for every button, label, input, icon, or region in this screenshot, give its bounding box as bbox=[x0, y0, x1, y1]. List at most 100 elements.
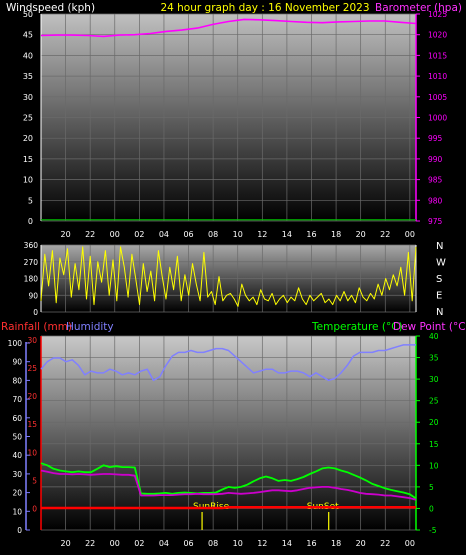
wind-tick-label: 35 bbox=[23, 72, 33, 81]
humidity-tick-label: 0 bbox=[17, 526, 22, 535]
temperature-tick-label: 0 bbox=[429, 504, 434, 513]
direction-tick-label: 0 bbox=[33, 308, 38, 317]
temperature-tick-label: -5 bbox=[429, 526, 437, 535]
barometer-tick-label: 1025 bbox=[428, 10, 447, 19]
wind-tick-label: 20 bbox=[23, 134, 33, 143]
barometer-tick-label: 990 bbox=[428, 155, 443, 164]
compass-label: W bbox=[436, 258, 446, 269]
x-tick-label: 20 bbox=[60, 539, 70, 548]
direction-tick-label: 180 bbox=[24, 275, 39, 284]
humidity-tick-label: 90 bbox=[12, 358, 22, 367]
x-tick-label: 00 bbox=[110, 230, 120, 239]
rainfall-line bbox=[41, 506, 416, 510]
humidity-axis-label: Humidity bbox=[66, 321, 114, 333]
humidity-tick-label: 60 bbox=[12, 414, 22, 423]
wind-tick-label: 40 bbox=[23, 51, 33, 60]
x-tick-label: 10 bbox=[233, 230, 243, 239]
compass-label: S bbox=[436, 274, 442, 285]
x-tick-label: 16 bbox=[306, 230, 316, 239]
barometer-tick-label: 1010 bbox=[428, 72, 447, 81]
humidity-tick-label: 70 bbox=[12, 395, 22, 404]
barometer-tick-label: 1005 bbox=[428, 93, 447, 102]
barometer-tick-label: 980 bbox=[428, 196, 443, 205]
temperature-tick-label: 10 bbox=[429, 461, 439, 470]
wind-tick-label: 5 bbox=[28, 196, 33, 205]
rainfall-tick-label: 10 bbox=[27, 448, 37, 457]
barometer-axis-label: Barometer (hpa) bbox=[375, 2, 462, 14]
barometer-tick-label: 1015 bbox=[428, 51, 447, 60]
x-tick-label: 22 bbox=[85, 230, 95, 239]
x-tick-label: 12 bbox=[257, 539, 267, 548]
x-tick-label: 22 bbox=[380, 539, 390, 548]
x-tick-label: 14 bbox=[282, 539, 292, 548]
dewpoint-line bbox=[40, 469, 417, 501]
compass-label: N bbox=[436, 241, 443, 252]
x-tick-label: 20 bbox=[356, 539, 366, 548]
temperature-tick-label: 35 bbox=[429, 354, 439, 363]
compass-label: E bbox=[436, 291, 442, 302]
x-tick-label: 16 bbox=[306, 539, 316, 548]
barometer-line bbox=[40, 18, 417, 38]
wind-tick-label: 15 bbox=[23, 155, 33, 164]
barometer-tick-label: 975 bbox=[428, 217, 443, 226]
x-tick-label: 00 bbox=[110, 539, 120, 548]
x-tick-label: 08 bbox=[208, 230, 218, 239]
temperature-axis-label: Temperature (°C) bbox=[311, 321, 403, 333]
temperature-humidity-panel: 0 5 10 15 20 25 30 0 10 20 30 40 50 60 70 80 90 100 -5 0 5 10… bbox=[8, 332, 439, 535]
x-tick-label: 20 bbox=[356, 230, 366, 239]
wind-tick-label: 0 bbox=[28, 217, 33, 226]
humidity-tick-label: 30 bbox=[12, 470, 22, 479]
direction-tick-label: 270 bbox=[24, 258, 39, 267]
x-tick-label: 22 bbox=[85, 539, 95, 548]
temperature-tick-label: 15 bbox=[429, 440, 439, 449]
x-tick-label: 18 bbox=[331, 539, 341, 548]
temperature-tick-label: 40 bbox=[429, 332, 439, 341]
x-tick-label: 18 bbox=[331, 230, 341, 239]
x-tick-label: 00 bbox=[405, 539, 415, 548]
barometer-tick-label: 1000 bbox=[428, 114, 447, 123]
x-tick-label: 20 bbox=[60, 230, 70, 239]
dewpoint-axis-label: Dew Point (°C) bbox=[393, 321, 466, 333]
x-tick-label: 22 bbox=[380, 230, 390, 239]
direction-tick-label: 90 bbox=[28, 291, 38, 300]
x-tick-label: 12 bbox=[257, 230, 267, 239]
humidity-tick-label: 100 bbox=[8, 339, 23, 348]
temperature-tick-label: 30 bbox=[429, 375, 439, 384]
humidity-tick-label: 50 bbox=[12, 433, 22, 442]
temperature-tick-label: 20 bbox=[429, 418, 439, 427]
wind-tick-label: 25 bbox=[23, 114, 33, 123]
wind-direction-line bbox=[40, 246, 417, 307]
x-tick-label: 08 bbox=[208, 539, 218, 548]
wind-barometer-panel: 0510152025303540455097598098599099510001… bbox=[23, 10, 448, 226]
x-tick-label: 10 bbox=[233, 539, 243, 548]
x-tick-label: 00 bbox=[405, 230, 415, 239]
barometer-tick-label: 995 bbox=[428, 134, 443, 143]
temperature-tick-label: 5 bbox=[429, 483, 434, 492]
rainfall-tick-label: 5 bbox=[32, 476, 37, 485]
rainfall-tick-label: 25 bbox=[27, 364, 37, 373]
wind-tick-label: 30 bbox=[23, 93, 33, 102]
rainfall-axis-label: Rainfall (mm) bbox=[1, 321, 72, 333]
temperature-line bbox=[40, 462, 417, 500]
rainfall-tick-label: 20 bbox=[27, 392, 37, 401]
x-tick-label: 04 bbox=[159, 230, 169, 239]
x-tick-label: 14 bbox=[282, 230, 292, 239]
rainfall-tick-label: 0 bbox=[32, 504, 37, 513]
rainfall-tick-label: 30 bbox=[27, 336, 37, 345]
x-tick-label: 06 bbox=[183, 539, 193, 548]
x-tick-label: 04 bbox=[159, 539, 169, 548]
humidity-tick-label: 40 bbox=[12, 451, 22, 460]
barometer-tick-label: 985 bbox=[428, 176, 443, 185]
direction-tick-label: 360 bbox=[24, 241, 39, 250]
humidity-tick-label: 10 bbox=[12, 507, 22, 516]
humidity-tick-label: 20 bbox=[12, 489, 22, 498]
wind-tick-label: 10 bbox=[23, 176, 33, 185]
barometer-tick-label: 1020 bbox=[428, 31, 447, 40]
compass-label: N bbox=[436, 307, 443, 318]
x-tick-label: 06 bbox=[183, 230, 193, 239]
humidity-line bbox=[40, 344, 416, 382]
humidity-tick-label: 80 bbox=[12, 376, 22, 385]
panel3-background bbox=[41, 336, 416, 530]
